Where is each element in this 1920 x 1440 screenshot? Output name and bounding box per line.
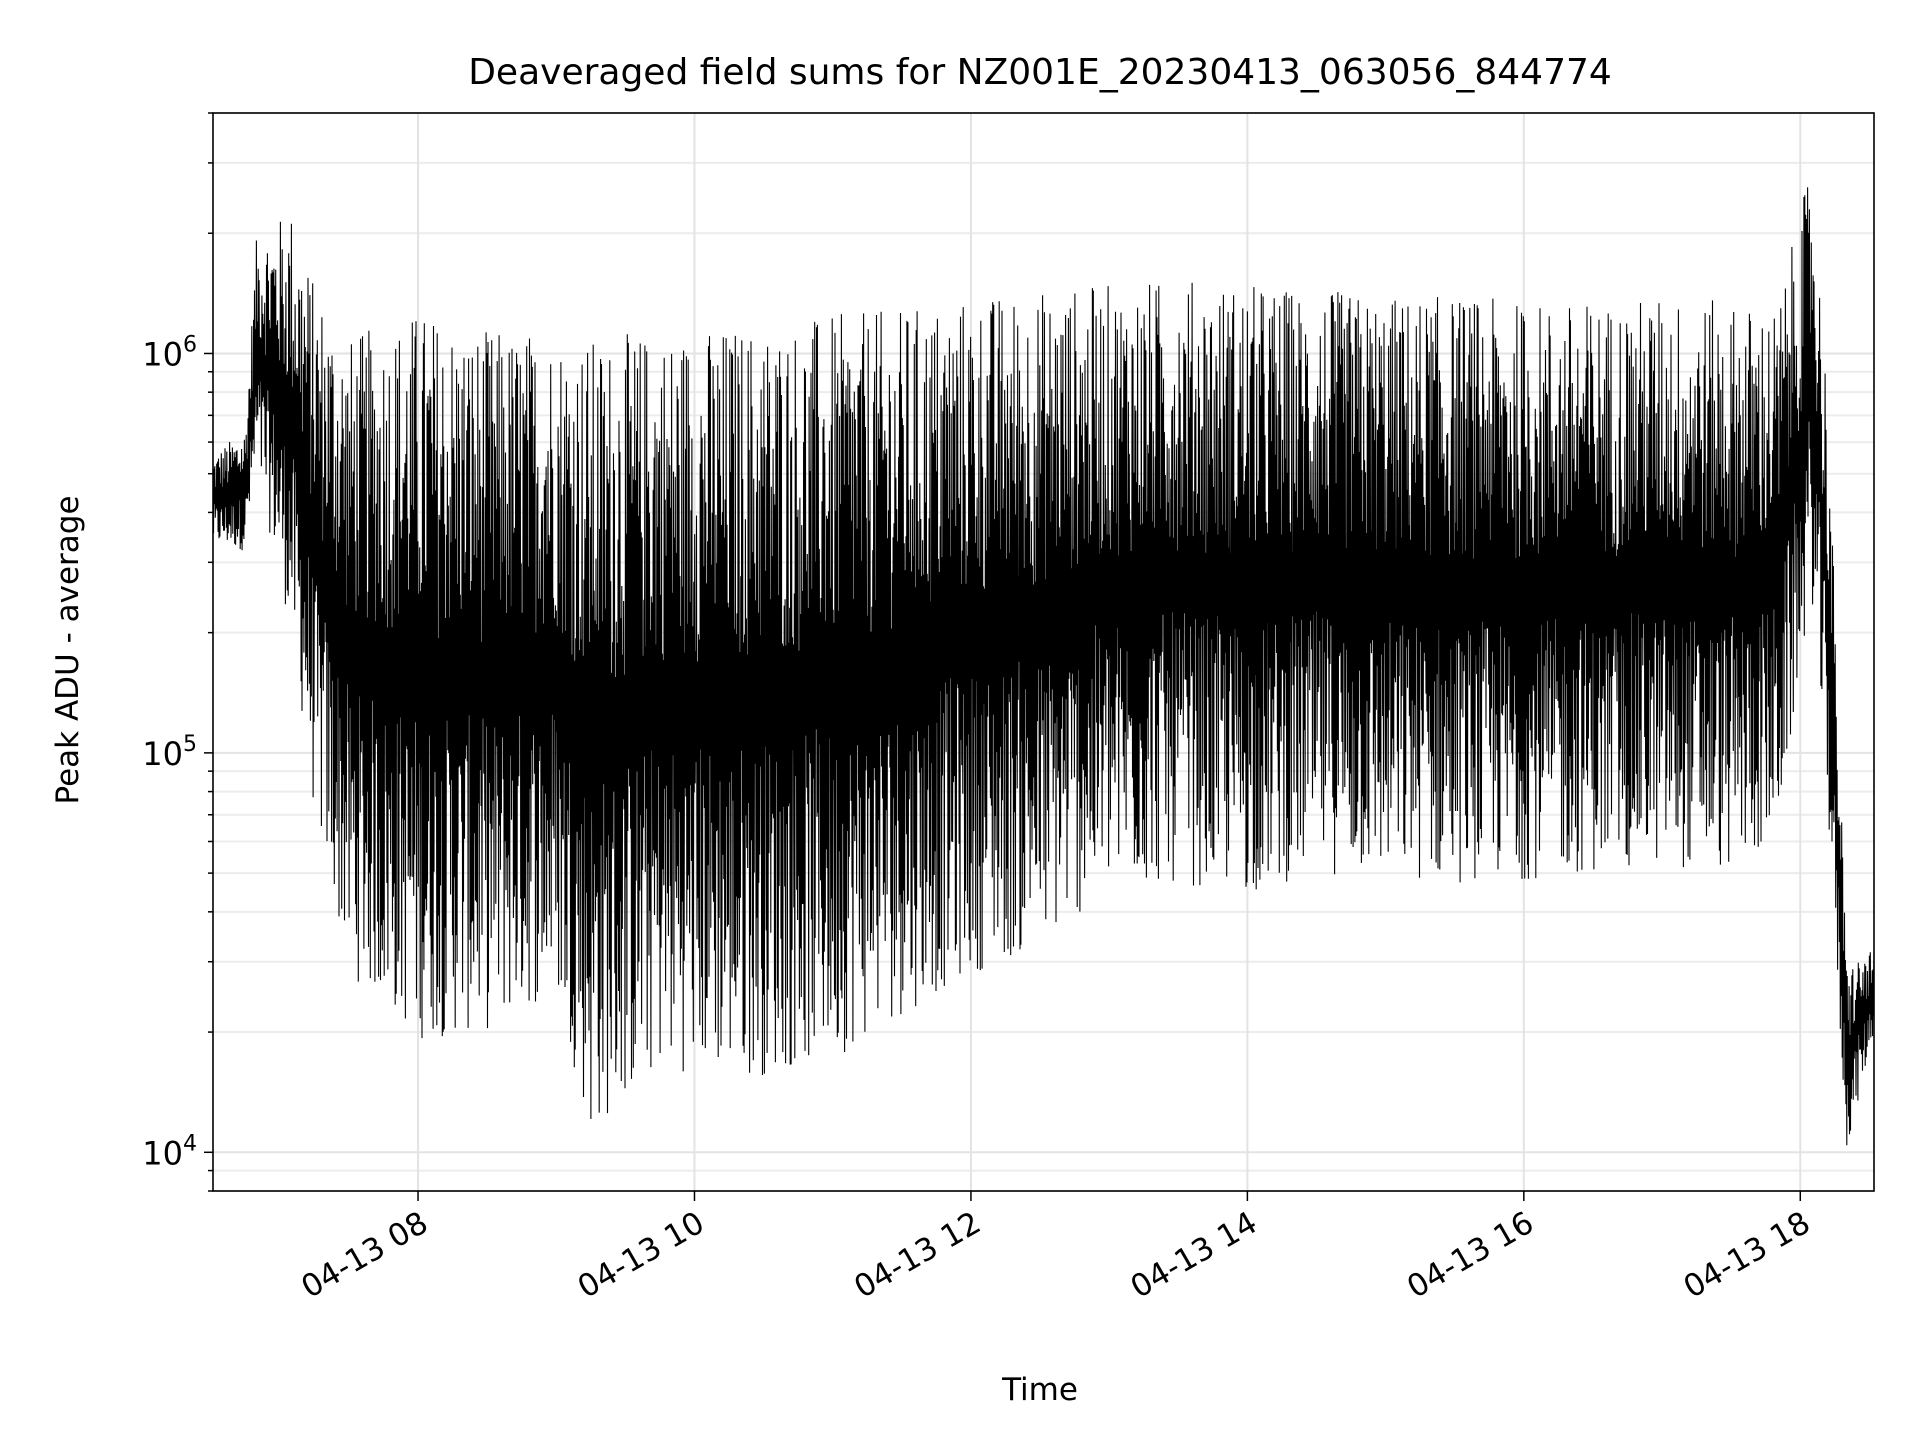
y-axis-label: Peak ADU - average — [50, 495, 86, 804]
series-line — [212, 187, 1875, 1146]
plot-frame — [212, 112, 1875, 1192]
y-tick-label: 106 — [142, 332, 197, 373]
series-path — [212, 187, 1875, 1146]
y-tick-label: 104 — [142, 1131, 197, 1172]
y-tick-label: 105 — [142, 732, 197, 773]
chart-title: Deaveraged field sums for NZ001E_2023041… — [468, 52, 1612, 93]
x-axis-label: Time — [1001, 1372, 1078, 1408]
